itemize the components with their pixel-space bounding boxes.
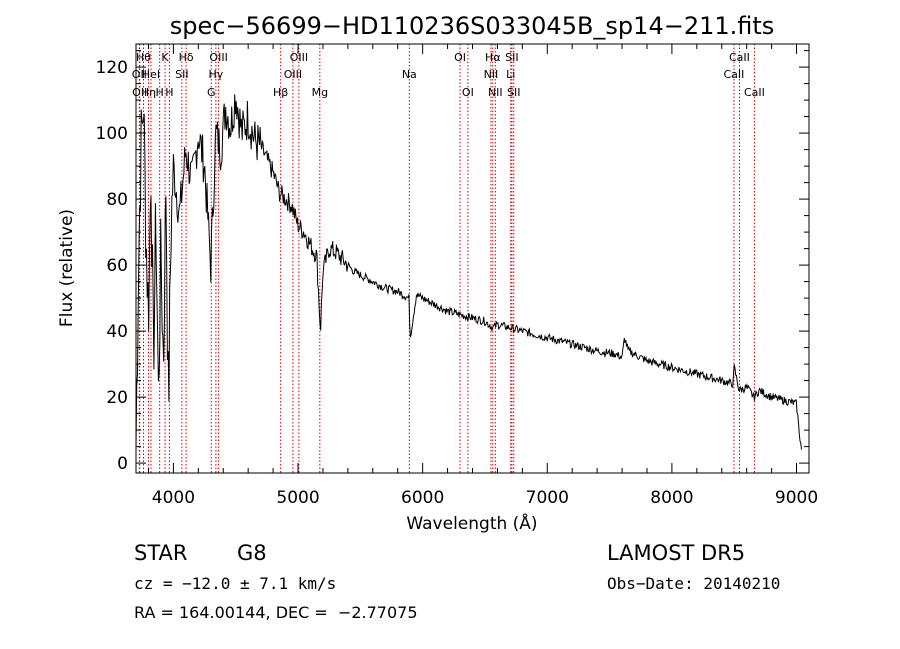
y-tick-label: 60 [106,256,128,276]
line-label: Hδ [179,51,194,64]
line-label: OIII [284,68,302,81]
line-label: H [156,86,164,99]
line-label: OII [132,68,147,81]
line-label: NII [484,68,499,81]
line-label: G [207,86,216,99]
x-tick-label: 6000 [401,488,444,508]
x-axis-ticks: 4000 5000 6000 7000 8000 9000 [147,44,818,508]
line-label: OIII [209,51,227,64]
y-tick-label: 20 [106,388,128,408]
x-tick-label: 8000 [650,488,693,508]
spectrum-chart: 4000 5000 6000 7000 8000 9000 0 20 40 60 80 100 120… [57,12,818,534]
y-tick-label: 80 [106,190,128,210]
y-axis-ticks: 0 20 40 60 80 100 120 [96,50,809,474]
y-tick-label: 120 [96,58,128,78]
line-label: H [165,86,173,99]
y-axis-label: Flux (relative) [57,209,77,327]
line-label: HeI [142,68,160,81]
line-label: SII [507,86,520,99]
line-label: Hβ [273,86,288,99]
object-subclass: G8 [237,541,267,565]
line-label: OI [454,51,466,64]
redshift-velocity: cz = −12.0 ± 7.1 km/s [134,574,337,593]
line-label: Hα [485,51,501,64]
y-tick-label: 0 [117,454,128,474]
survey-name: LAMOST DR5 [607,541,746,565]
emission-line-markers [138,44,755,473]
y-tick-label: 100 [96,124,128,144]
x-tick-label: 9000 [775,488,818,508]
observation-date: Obs−Date: 20140210 [607,574,781,593]
line-label: Hγ [208,68,223,81]
object-class: STAR [134,541,188,565]
line-label: CaII [744,86,765,99]
coordinates: RA = 164.00144, DEC = −2.77075 [134,603,418,622]
line-label: NII [488,86,503,99]
line-label: Hη [141,86,156,99]
emission-line-labels: OIIOIIHθHηHeIHKHSIIHδGHγOIIIHβOIIIOIIIMg… [132,51,765,99]
spectrum-series-line [135,94,802,450]
line-label: K [161,51,169,64]
x-axis-label: Wavelength (Å) [406,512,537,534]
line-label: OIII [290,51,308,64]
line-label: Mg [312,86,328,99]
x-tick-label: 5000 [276,488,319,508]
line-label: Na [402,68,417,81]
line-label: Hθ [136,51,151,64]
x-tick-label: 4000 [152,488,195,508]
line-label: OII [132,86,147,99]
line-label: CaII [724,68,745,81]
chart-title: spec−56699−HD110236S033045B_sp14−211.fit… [170,12,775,40]
line-label: Li [506,68,515,81]
line-label: OI [462,86,474,99]
line-label: CaII [729,51,750,64]
y-tick-label: 40 [106,322,128,342]
line-label: SII [175,68,188,81]
line-label: SII [505,51,518,64]
x-tick-label: 7000 [526,488,569,508]
